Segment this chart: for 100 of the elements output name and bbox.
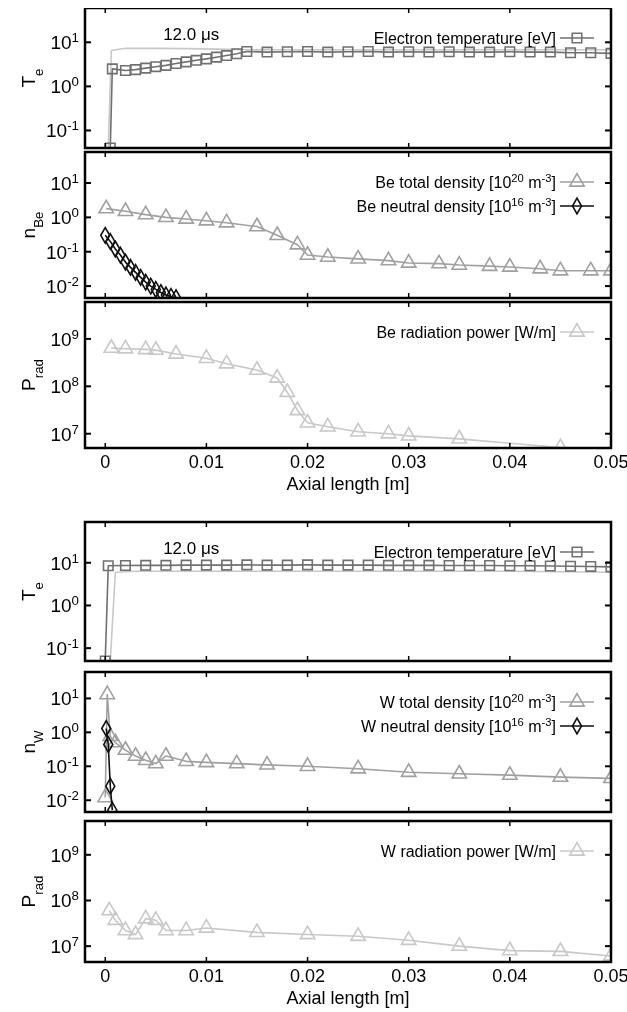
point xyxy=(117,339,134,354)
y-tick-label: 10$^{-1}$ xyxy=(46,239,79,263)
y-tick-label: 10$^{9}$ xyxy=(50,842,79,866)
point xyxy=(117,921,134,936)
point xyxy=(130,64,142,76)
point xyxy=(160,59,172,71)
point xyxy=(106,63,118,75)
point xyxy=(178,921,195,936)
y-tick-label: 10$^{7}$ xyxy=(50,421,79,445)
point xyxy=(423,46,435,58)
point xyxy=(117,202,134,217)
point xyxy=(97,788,114,803)
point xyxy=(423,559,435,571)
x-tick-label: 0.01 xyxy=(188,966,224,986)
point xyxy=(140,62,152,74)
point xyxy=(451,937,468,952)
point xyxy=(99,685,116,700)
point xyxy=(544,560,556,572)
point xyxy=(350,249,367,264)
point xyxy=(200,53,212,65)
legend-label: Electron temperature [eV] xyxy=(373,544,556,561)
x-tick-label: 0.05 xyxy=(593,452,627,472)
x-tick-label: 0.02 xyxy=(290,966,326,986)
point xyxy=(137,751,154,766)
point xyxy=(261,559,273,571)
point xyxy=(451,255,468,270)
x-tick-label: 0.04 xyxy=(492,452,528,472)
point xyxy=(463,46,475,58)
point xyxy=(532,259,549,274)
y-tick-label: 10$^{-1}$ xyxy=(46,753,79,778)
point xyxy=(107,911,124,926)
point xyxy=(350,422,367,437)
point xyxy=(127,925,144,940)
legend-label: Be neutral density [10$^{16}$ m$^{-3}$] xyxy=(356,196,556,215)
point xyxy=(484,46,496,58)
x-axis-title: Axial length [m] xyxy=(286,988,410,1008)
point xyxy=(552,942,569,957)
point xyxy=(170,57,182,70)
point xyxy=(362,45,374,57)
point xyxy=(198,349,215,364)
point xyxy=(585,47,597,59)
point xyxy=(221,50,233,62)
point xyxy=(400,931,417,946)
point xyxy=(552,767,569,783)
point xyxy=(504,560,516,572)
point xyxy=(103,338,120,354)
point xyxy=(582,261,599,276)
y-tick-label: 10$^{-2}$ xyxy=(46,273,79,298)
point xyxy=(380,251,397,266)
point xyxy=(382,46,395,58)
point xyxy=(299,757,316,772)
point xyxy=(269,368,286,383)
point xyxy=(102,560,114,572)
legend-label: Electron temperature [eV] xyxy=(373,30,556,47)
point xyxy=(140,559,152,571)
point xyxy=(552,261,569,276)
point xyxy=(451,764,468,779)
point xyxy=(218,354,235,369)
point xyxy=(289,401,306,416)
point xyxy=(299,245,316,261)
point xyxy=(221,559,233,571)
point xyxy=(524,46,536,58)
point xyxy=(524,560,536,572)
point xyxy=(228,754,245,769)
point xyxy=(484,560,496,572)
point xyxy=(565,47,577,59)
point xyxy=(241,45,253,57)
point xyxy=(190,54,202,66)
point xyxy=(241,559,253,571)
y-tick-label: 10$^{8}$ xyxy=(50,373,79,398)
point xyxy=(322,559,334,571)
point xyxy=(451,429,468,444)
point xyxy=(178,752,195,767)
point xyxy=(350,927,367,942)
annotation: 12.0 μs xyxy=(163,539,220,558)
x-axis-title: Axial length [m] xyxy=(286,474,410,494)
point xyxy=(501,765,518,781)
point xyxy=(299,925,316,940)
point xyxy=(299,413,316,428)
y-tick-label: 10$^{8}$ xyxy=(50,887,79,912)
point xyxy=(98,199,115,214)
point xyxy=(157,921,174,936)
point xyxy=(218,213,235,228)
legend-label: W total density [10$^{20}$ m$^{-3}$] xyxy=(379,692,556,711)
y-tick-label: 10$^{0}$ xyxy=(50,73,79,98)
y-tick-label: 10$^{0}$ xyxy=(50,719,79,744)
legend-label: W radiation power [W/m] xyxy=(380,843,556,860)
point xyxy=(281,46,293,58)
y-tick-label: 10$^{-1}$ xyxy=(46,117,79,142)
point xyxy=(248,217,265,232)
legend-label: Be total density [10$^{20}$ m$^{-3}$] xyxy=(375,172,556,191)
point xyxy=(137,909,154,924)
legend-label: Be radiation power [W/m] xyxy=(376,324,556,341)
point xyxy=(119,64,132,76)
point xyxy=(231,48,243,60)
y-tick-label: 10$^{1}$ xyxy=(50,29,79,54)
point xyxy=(504,46,516,58)
point xyxy=(501,257,518,272)
point xyxy=(102,727,119,742)
point xyxy=(431,254,448,269)
